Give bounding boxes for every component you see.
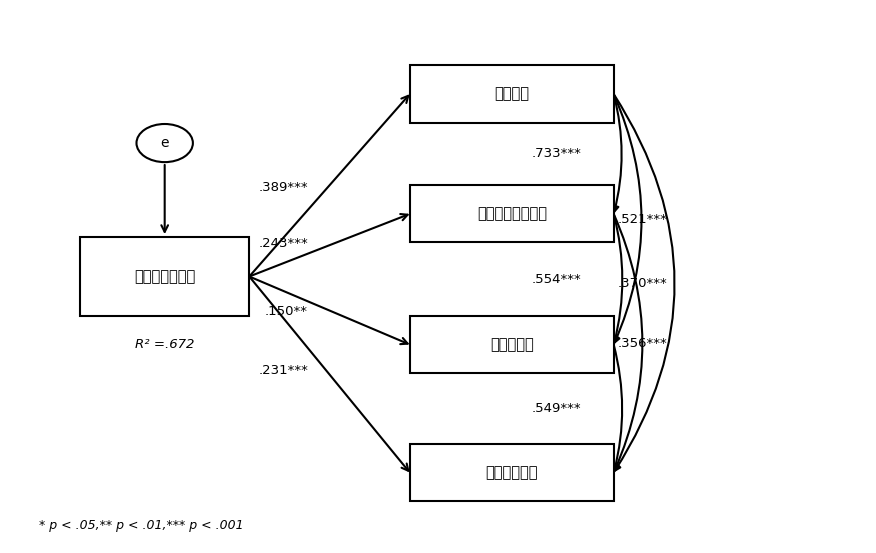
Text: .231***: .231*** (258, 364, 308, 377)
Text: .549***: .549*** (531, 402, 581, 415)
Text: .389***: .389*** (258, 181, 308, 195)
Text: e: e (160, 136, 169, 150)
FancyBboxPatch shape (410, 444, 614, 501)
FancyBboxPatch shape (410, 185, 614, 242)
Text: .554***: .554*** (531, 273, 581, 286)
Text: 沈み込み: 沈み込み (494, 86, 529, 102)
Text: .370***: .370*** (618, 277, 668, 290)
Text: * p < .05,** p < .01,*** p < .001: * p < .05,** p < .01,*** p < .001 (39, 519, 244, 533)
FancyArrowPatch shape (613, 214, 622, 342)
Text: 弾力性（反発力）: 弾力性（反発力） (477, 206, 547, 221)
Ellipse shape (137, 124, 193, 162)
Text: 全体的な寝心地: 全体的な寝心地 (134, 269, 195, 284)
FancyBboxPatch shape (410, 65, 614, 123)
Text: .150**: .150** (265, 305, 308, 318)
FancyArrowPatch shape (614, 214, 642, 471)
FancyArrowPatch shape (614, 94, 675, 471)
Text: R² =.672: R² =.672 (135, 338, 194, 351)
FancyBboxPatch shape (80, 237, 250, 316)
FancyArrowPatch shape (613, 94, 622, 212)
FancyArrowPatch shape (614, 94, 641, 342)
Text: .243***: .243*** (258, 237, 308, 250)
Text: .733***: .733*** (531, 148, 581, 160)
Text: 幅（サイズ）: 幅（サイズ） (485, 465, 538, 480)
Text: あたたかさ: あたたかさ (490, 337, 533, 352)
Text: .356***: .356*** (618, 337, 668, 349)
Text: .521***: .521*** (618, 213, 668, 226)
FancyArrowPatch shape (613, 345, 622, 470)
FancyBboxPatch shape (410, 316, 614, 373)
